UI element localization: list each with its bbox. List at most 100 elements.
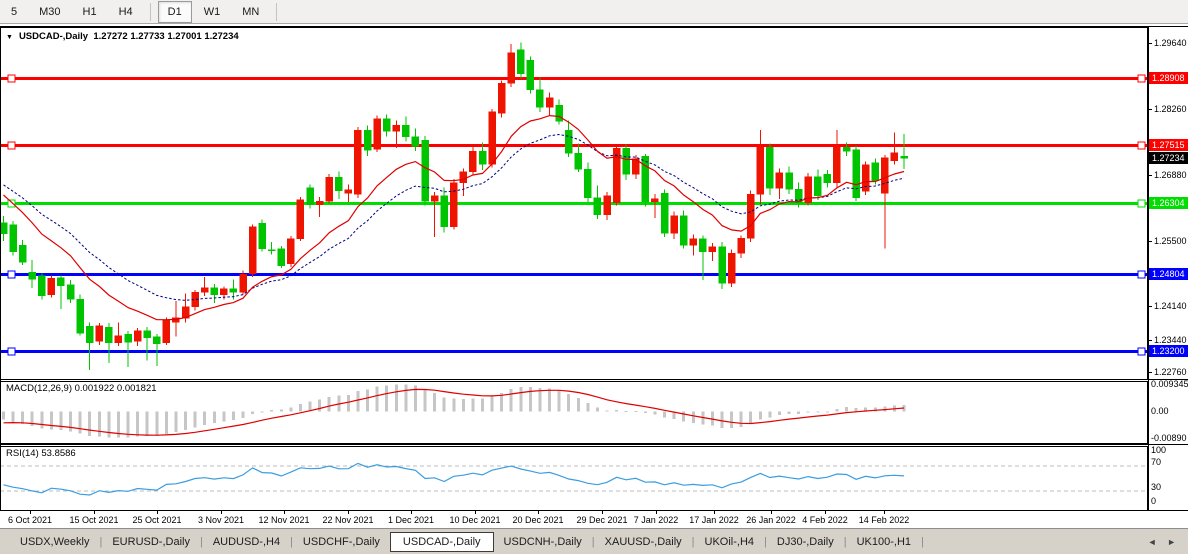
- timeframe-button-5[interactable]: 5: [11, 5, 18, 18]
- date-axis-tick: [714, 511, 715, 514]
- date-axis-label: 25 Oct 2021: [132, 515, 182, 525]
- date-axis-label: 12 Nov 2021: [258, 515, 310, 525]
- rsi-axis-label: 100: [1151, 445, 1167, 455]
- chart-header: ▼ USDCAD-,Daily 1.27272 1.27733 1.27001 1…: [6, 31, 239, 42]
- hline-handle: [1137, 270, 1146, 279]
- rsi-axis-label: 0: [1151, 496, 1157, 506]
- hline-handle: [1137, 347, 1146, 356]
- price-axis-tick: [1148, 340, 1152, 341]
- tab-separator: |: [99, 535, 103, 548]
- price-axis-tick-label: 1.26880: [1154, 170, 1187, 180]
- chart-tab-audusd-h4[interactable]: AUDUSD-,H4: [212, 535, 281, 548]
- chart-tab-usdcad-daily[interactable]: USDCAD-,Daily: [389, 531, 494, 552]
- date-axis-label: 15 Oct 2021: [69, 515, 119, 525]
- timeframe-button-h4[interactable]: H4: [118, 5, 133, 18]
- hline-handle: [1137, 74, 1146, 83]
- date-axis-tick: [94, 511, 95, 514]
- date-axis-tick: [538, 511, 539, 514]
- chart-window-border: [0, 26, 1188, 27]
- macd-indicator-panel[interactable]: [0, 381, 1148, 444]
- chart-tab-uk100-h1[interactable]: UK100-,H1: [856, 535, 912, 548]
- price-level-label: 1.23200: [1149, 345, 1188, 357]
- timeframe-button-w1[interactable]: W1: [203, 5, 221, 18]
- date-axis-label: 4 Feb 2022: [802, 515, 848, 525]
- price-axis-tick: [1148, 372, 1152, 373]
- date-axis-label: 7 Jan 2022: [633, 515, 679, 525]
- macd-signal-line: [3, 388, 905, 436]
- date-axis-label: 22 Nov 2021: [322, 515, 374, 525]
- chart-tab-eurusd-daily[interactable]: EURUSD-,Daily: [112, 535, 190, 548]
- hline-handle: [7, 141, 16, 150]
- date-axis-label: 6 Oct 2021: [7, 515, 53, 525]
- date-axis-label: 26 Jan 2022: [746, 515, 796, 525]
- current-price-label: 1.27234: [1149, 152, 1188, 164]
- date-axis[interactable]: 6 Oct 2021 15 Oct 2021 25 Oct 2021 3 Nov 20…: [0, 511, 1188, 528]
- date-axis-tick: [884, 511, 885, 514]
- tab-separator: |: [764, 535, 767, 548]
- rsi-axis-label: 30: [1151, 482, 1162, 492]
- hline-handle: [7, 74, 16, 83]
- date-axis-tick: [30, 511, 31, 514]
- price-axis-tick: [1148, 241, 1152, 242]
- price-axis-tick-label: 1.28260: [1154, 104, 1187, 114]
- rsi-indicator-panel[interactable]: [0, 446, 1148, 511]
- tab-separator: |: [290, 535, 293, 548]
- price-axis-tick-label: 1.22760: [1154, 367, 1187, 377]
- date-axis-label: 29 Dec 2021: [576, 515, 628, 525]
- tab-separator: |: [591, 535, 595, 548]
- chart-tab-bar: USDX,Weekly | EURUSD-,Daily | AUDUSD-,H4 | USD…: [0, 528, 1188, 554]
- chart-tab-usdchf-daily[interactable]: USDCHF-,Daily: [302, 535, 380, 548]
- chart-tabs: USDX,Weekly | EURUSD-,Daily | AUDUSD-,H4 | USD…: [10, 531, 924, 552]
- date-axis-label: 10 Dec 2021: [449, 515, 501, 525]
- date-axis-label: 14 Feb 2022: [858, 515, 910, 525]
- price-level-label: 1.27515: [1149, 139, 1188, 151]
- timeframe-button-h1[interactable]: H1: [82, 5, 97, 18]
- date-axis-label: 1 Dec 2021: [387, 515, 435, 525]
- price-axis-tick: [1148, 109, 1152, 110]
- date-axis-label: 17 Jan 2022: [689, 515, 739, 525]
- chart-tab-usdx-weekly[interactable]: USDX,Weekly: [20, 535, 90, 548]
- chart-tab-usdcnh-daily[interactable]: USDCNH-,Daily: [503, 535, 582, 548]
- chart-dropdown-icon[interactable]: ▼: [6, 34, 13, 41]
- horizontal-lines: [0, 74, 1148, 356]
- chart-tab-xauusd-daily[interactable]: XAUUSD-,Daily: [604, 535, 682, 548]
- tab-scroll-arrows[interactable]: ◄ ►: [1147, 536, 1180, 547]
- price-level-label: 1.26304: [1149, 197, 1188, 209]
- date-axis-separator: [0, 510, 1188, 511]
- tab-separator: |: [199, 535, 203, 548]
- chart-tab-ukoil-h4[interactable]: UKOil-,H4: [704, 535, 755, 548]
- date-axis-tick: [284, 511, 285, 514]
- price-axis-tick-label: 1.25500: [1154, 236, 1187, 246]
- date-axis-label: 3 Nov 2021: [197, 515, 245, 525]
- price-axis-line: [1148, 27, 1149, 511]
- timeframe-button-m30[interactable]: M30: [39, 5, 61, 18]
- tab-separator: |: [843, 535, 847, 548]
- hline-handle: [7, 199, 16, 208]
- chart-tab-dj30-daily[interactable]: DJ30-,Daily: [776, 535, 834, 548]
- rsi-title: RSI(14) 53.8586: [6, 448, 76, 459]
- price-axis-tick-label: 1.23440: [1154, 335, 1187, 345]
- date-axis-tick: [411, 511, 412, 514]
- main-price-chart[interactable]: [0, 27, 1148, 380]
- tab-separator: |: [921, 535, 924, 548]
- macd-axis-label: 0.009345: [1151, 379, 1188, 389]
- date-axis-tick: [348, 511, 349, 514]
- timeframe-button-d1[interactable]: D1: [157, 0, 192, 23]
- toolbar-separator: [276, 2, 278, 21]
- timeframe-button-mn[interactable]: MN: [242, 5, 260, 18]
- date-axis-tick: [771, 511, 772, 514]
- panel-separator-rsi: [0, 444, 1188, 445]
- date-axis-label: 20 Dec 2021: [512, 515, 564, 525]
- date-axis-tick: [157, 511, 158, 514]
- price-level-label: 1.28908: [1149, 72, 1188, 84]
- hline-handle: [1137, 141, 1146, 150]
- date-axis-tick: [221, 511, 222, 514]
- hline-handle: [1137, 199, 1146, 208]
- rsi-axis-label: 70: [1151, 457, 1162, 467]
- toolbar-separator: [149, 2, 151, 21]
- tab-separator: |: [691, 535, 695, 548]
- date-axis-tick: [475, 511, 476, 514]
- macd-title: MACD(12,26,9) 0.001922 0.001821: [6, 383, 157, 394]
- hline-handle: [7, 270, 16, 279]
- date-axis-tick: [656, 511, 657, 514]
